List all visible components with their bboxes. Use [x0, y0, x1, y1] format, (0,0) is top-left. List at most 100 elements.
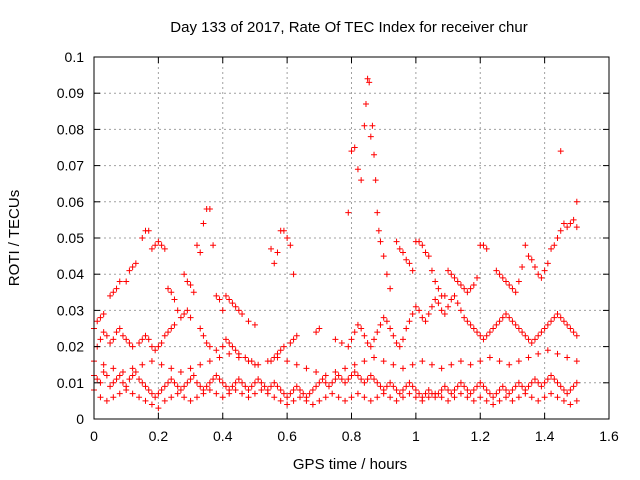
data-point — [174, 390, 181, 397]
data-point — [113, 285, 120, 292]
data-point — [345, 343, 352, 350]
data-point — [100, 361, 107, 368]
data-point — [548, 372, 555, 379]
data-point — [168, 394, 175, 401]
data-point — [503, 278, 509, 285]
data-point — [152, 394, 159, 401]
data-point — [113, 329, 120, 336]
data-point — [261, 383, 268, 390]
data-point — [364, 376, 371, 383]
data-point — [213, 292, 220, 299]
data-point — [165, 329, 172, 336]
data-point — [428, 303, 435, 310]
data-point — [251, 379, 258, 386]
y-tick-label: 0.02 — [57, 339, 84, 355]
data-point — [480, 242, 487, 249]
data-point — [538, 329, 545, 336]
data-point — [361, 358, 368, 365]
data-point — [187, 314, 194, 321]
data-point — [181, 311, 188, 318]
data-point — [470, 325, 477, 332]
data-point — [474, 329, 481, 336]
data-point — [470, 397, 477, 404]
data-point — [406, 379, 413, 386]
x-tick-label: 0.8 — [342, 428, 362, 444]
data-point — [364, 339, 371, 346]
data-point — [345, 209, 352, 216]
data-point — [97, 314, 104, 321]
data-point — [126, 267, 133, 274]
data-point — [168, 365, 175, 372]
data-point — [570, 329, 577, 336]
data-point — [509, 387, 516, 394]
data-point — [94, 318, 101, 325]
y-tick-label: 0 — [76, 411, 84, 427]
data-point — [560, 220, 567, 227]
data-point — [409, 361, 416, 368]
data-point — [438, 365, 445, 372]
data-point — [158, 387, 165, 394]
data-point — [168, 376, 175, 383]
data-point — [409, 383, 416, 390]
data-point — [145, 227, 152, 234]
data-point — [448, 390, 455, 397]
data-point — [103, 332, 110, 339]
data-point — [445, 303, 452, 310]
data-point — [165, 285, 172, 292]
data-point — [103, 397, 110, 404]
data-point — [97, 336, 104, 343]
data-point — [142, 383, 149, 390]
data-point — [280, 227, 287, 234]
data-point — [235, 350, 242, 357]
data-point — [486, 354, 493, 361]
data-point — [242, 383, 249, 390]
y-tick-label: 0.05 — [57, 230, 84, 246]
data-point — [258, 379, 265, 386]
data-point — [506, 282, 513, 289]
data-point — [400, 336, 406, 343]
data-point — [564, 321, 571, 328]
data-point — [441, 311, 448, 318]
data-point — [371, 354, 378, 361]
data-point — [107, 383, 114, 390]
data-point — [174, 383, 181, 390]
data-point — [116, 372, 123, 379]
data-point — [560, 318, 567, 325]
data-point — [354, 390, 361, 397]
data-point — [515, 278, 522, 285]
data-point — [181, 383, 188, 390]
x-tick-label: 1.6 — [599, 428, 619, 444]
data-point — [152, 347, 159, 354]
y-axis-label: ROTI / TECUs — [6, 190, 23, 286]
data-point — [345, 376, 352, 383]
data-point — [174, 307, 181, 314]
data-point — [287, 339, 294, 346]
data-point — [557, 227, 564, 234]
data-point — [422, 390, 429, 397]
y-tick-label: 0.04 — [57, 266, 84, 282]
data-point — [374, 209, 381, 216]
data-point — [374, 329, 381, 336]
data-point — [155, 390, 162, 397]
data-point — [284, 394, 291, 401]
data-point — [412, 394, 419, 401]
x-tick-label: 1.4 — [535, 428, 555, 444]
data-point — [264, 390, 271, 397]
data-point — [161, 245, 168, 252]
data-point — [560, 387, 567, 394]
data-point — [313, 368, 320, 375]
data-point — [187, 397, 194, 404]
data-point — [570, 383, 577, 390]
data-point — [206, 206, 213, 213]
data-point — [428, 361, 435, 368]
data-point — [136, 376, 143, 383]
data-points — [91, 75, 580, 412]
data-point — [287, 242, 294, 249]
data-point — [541, 379, 548, 386]
data-point — [432, 296, 439, 303]
data-point — [358, 325, 365, 332]
data-point — [277, 387, 284, 394]
data-point — [383, 318, 390, 325]
data-point — [464, 394, 471, 401]
